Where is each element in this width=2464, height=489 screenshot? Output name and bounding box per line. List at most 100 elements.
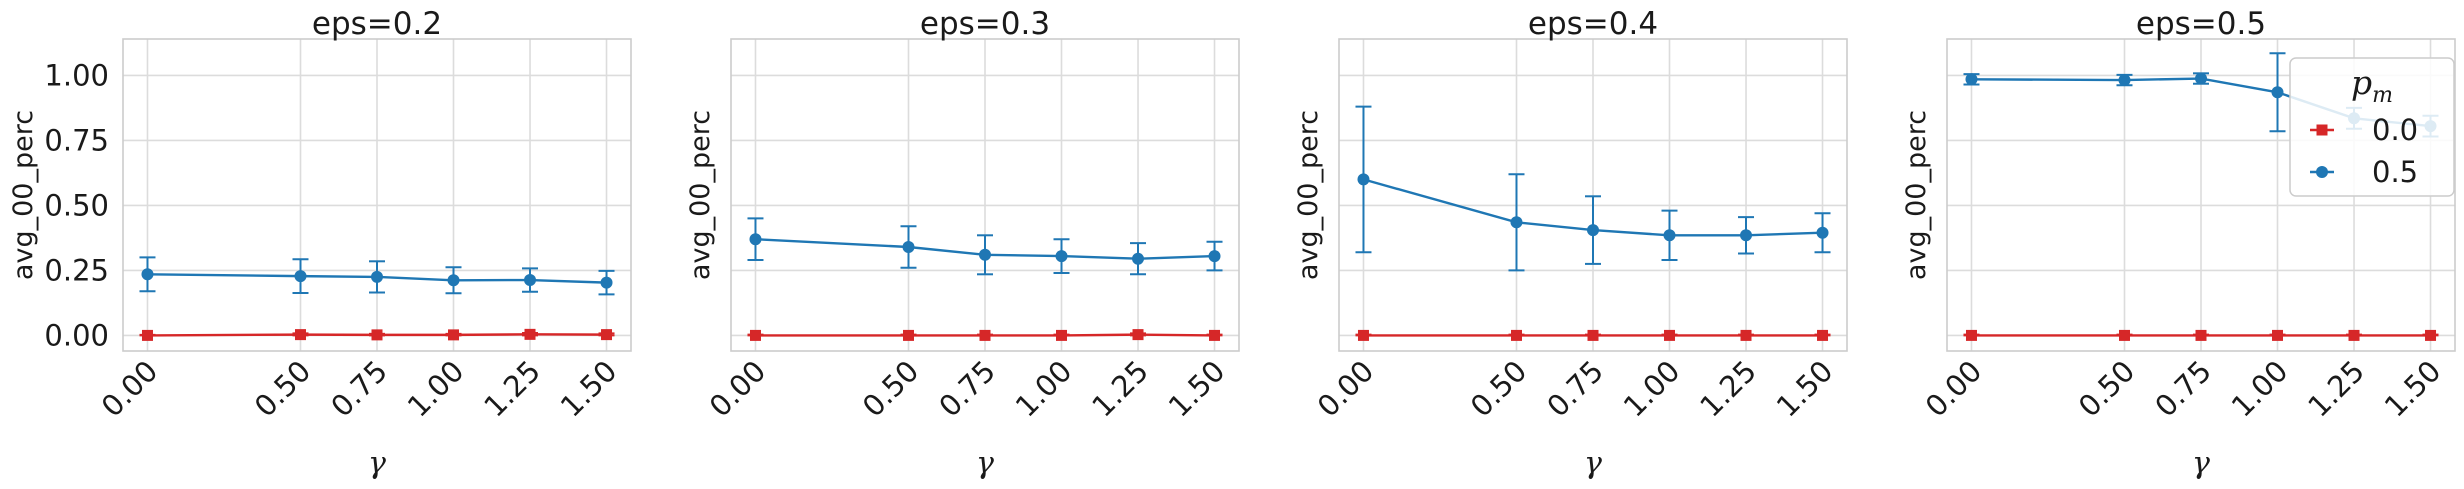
x-tick-label: 0.50	[856, 354, 926, 424]
data-point	[1816, 226, 1829, 239]
axes-frame	[122, 38, 632, 352]
data-point	[1740, 229, 1753, 242]
y-axis-label: avg_00_perc	[8, 110, 39, 280]
series-0.5	[747, 217, 1223, 276]
x-tick-label: 1.50	[554, 354, 624, 424]
y-axis-label: avg_00_perc	[1293, 110, 1324, 280]
axes-frame	[1946, 38, 2456, 352]
x-tick-label: 0.75	[1540, 354, 1610, 424]
data-point	[1740, 329, 1752, 341]
data-point	[1132, 329, 1144, 341]
data-point	[979, 329, 991, 341]
legend-frame	[2289, 57, 2455, 197]
chart-title: eps=0.3	[920, 6, 1050, 42]
data-point	[141, 268, 154, 281]
x-axis-label: γ	[368, 446, 386, 481]
data-point	[1587, 329, 1599, 341]
data-point	[1357, 173, 1370, 186]
data-point	[2425, 329, 2437, 341]
data-point	[749, 233, 762, 246]
x-tick-label: 0.00	[1311, 354, 1381, 424]
x-tick-label: 1.25	[477, 354, 547, 424]
data-point	[2195, 329, 2207, 341]
x-tick-label: 0.75	[2148, 354, 2218, 424]
chart-title: eps=0.4	[1528, 6, 1658, 42]
series-0.5	[139, 256, 615, 296]
axes-frame	[730, 38, 1240, 352]
data-point	[2118, 329, 2130, 341]
data-point	[1817, 329, 1829, 341]
y-tick-label: 0.50	[44, 188, 109, 222]
data-point	[1664, 329, 1676, 341]
series-0.5	[1355, 105, 1831, 272]
x-tick-label: 1.00	[1009, 354, 1079, 424]
x-tick-label: 1.00	[401, 354, 471, 424]
data-point	[294, 329, 306, 341]
x-axis-label: γ	[1584, 446, 1602, 481]
y-tick-label: 1.00	[44, 58, 109, 92]
series-0.0	[139, 328, 615, 341]
data-point	[371, 329, 383, 341]
data-point	[600, 276, 613, 289]
y-axis-label: avg_00_perc	[1901, 110, 1932, 280]
x-tick-label: 0.50	[248, 354, 318, 424]
series-line	[755, 238, 1215, 260]
x-tick-label: 0.00	[1919, 354, 1989, 424]
chart-title: eps=0.5	[2136, 6, 2266, 42]
data-point	[902, 329, 914, 341]
subplot-4: eps=0.5 avg_00_perc 0.00 0.50 0.75 1.00 1.25 1.…	[1901, 6, 2456, 481]
series-line	[755, 333, 1215, 337]
x-tick-label: 0.00	[95, 354, 165, 424]
x-tick-label: 1.50	[1162, 354, 1232, 424]
y-tick-label: 0.00	[44, 318, 109, 352]
x-tick-label: 0.50	[2072, 354, 2142, 424]
x-tick-label: 0.50	[1464, 354, 1534, 424]
data-point	[2118, 74, 2131, 87]
subplot-1: eps=0.20.000.250.500.751.00avg_00_perc0.…	[8, 6, 632, 481]
data-point	[371, 270, 383, 283]
legend-label: 0.0	[2372, 113, 2418, 147]
data-point	[294, 270, 307, 283]
x-tick-label: 1.50	[2378, 354, 2448, 424]
data-point	[749, 329, 761, 341]
x-tick-label: 1.50	[1770, 354, 1840, 424]
series-line	[147, 273, 607, 284]
data-point	[1208, 250, 1221, 263]
data-point	[141, 329, 153, 341]
data-point	[1357, 329, 1369, 341]
legend: pm 0.0 0.5	[2289, 57, 2455, 197]
data-point	[1965, 73, 1978, 86]
legend-title: pm	[2351, 63, 2393, 108]
data-point	[2348, 329, 2360, 341]
data-point	[447, 274, 460, 287]
data-point	[1510, 216, 1523, 229]
x-tick-label: 0.75	[932, 354, 1002, 424]
series-0.0	[1963, 329, 2439, 341]
series-0.0	[1355, 329, 1831, 341]
legend-marker	[2316, 166, 2328, 178]
data-point	[1209, 329, 1221, 341]
data-point	[1132, 252, 1145, 265]
y-tick-label: 0.75	[44, 123, 109, 157]
y-tick-label: 0.25	[44, 253, 109, 287]
data-point	[2272, 329, 2284, 341]
data-point	[524, 274, 537, 287]
series-0.0	[747, 329, 1223, 341]
x-tick-label: 1.25	[1693, 354, 1763, 424]
series-line	[1363, 178, 1823, 237]
data-point	[448, 329, 460, 341]
data-point	[1587, 224, 1599, 237]
axes-frame	[1338, 38, 1848, 352]
chart-title: eps=0.2	[312, 6, 442, 42]
x-tick-label: 1.00	[2225, 354, 2295, 424]
legend-marker	[2316, 124, 2328, 136]
data-point	[2195, 72, 2207, 85]
x-axis-label: γ	[2192, 446, 2210, 481]
data-point	[902, 241, 915, 253]
data-point	[524, 328, 536, 340]
data-point	[1055, 250, 1068, 263]
data-point	[1965, 329, 1977, 341]
x-tick-label: 0.00	[703, 354, 773, 424]
data-point	[1056, 329, 1068, 341]
